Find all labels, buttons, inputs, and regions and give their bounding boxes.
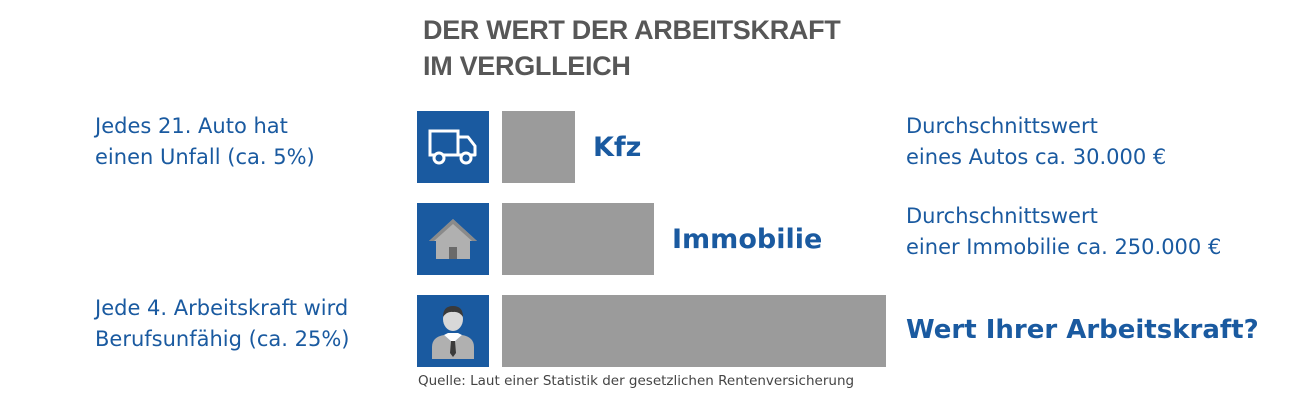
chart-title-line-2: IM VERGLLEICH bbox=[423, 51, 631, 81]
chart-title: DER WERT DER ARBEITSKRAFT IM VERGLLEICH bbox=[423, 12, 841, 84]
bar-immobilie bbox=[502, 203, 654, 275]
source-note: Quelle: Laut einer Statistik der gesetzl… bbox=[418, 373, 855, 389]
house-icon bbox=[417, 203, 489, 275]
auto-value-note-line-1: Durchschnittswert bbox=[906, 114, 1098, 138]
immobilie-value-note-line-2: einer Immobilie ca. 250.000 € bbox=[906, 235, 1222, 259]
bar-arbeitskraft bbox=[502, 295, 886, 367]
immobilie-value-note: Durchschnittswert einer Immobilie ca. 25… bbox=[906, 201, 1221, 263]
auto-value-note-line-2: eines Autos ca. 30.000 € bbox=[906, 145, 1167, 169]
bar-label-immobilie: Immobilie bbox=[672, 224, 823, 255]
bar-label-kfz: Kfz bbox=[593, 132, 642, 163]
auto-value-note: Durchschnittswert eines Autos ca. 30.000… bbox=[906, 111, 1166, 173]
truck-icon bbox=[417, 111, 489, 183]
disability-note-line-1: Jede 4. Arbeitskraft wird bbox=[95, 296, 349, 320]
disability-note: Jede 4. Arbeitskraft wird Berufsunfähig … bbox=[95, 293, 349, 355]
bar-kfz bbox=[502, 111, 575, 183]
auto-accident-note-line-1: Jedes 21. Auto hat bbox=[95, 114, 288, 138]
chart-title-line-1: DER WERT DER ARBEITSKRAFT bbox=[423, 15, 841, 45]
arbeitskraft-question: Wert Ihrer Arbeitskraft? bbox=[906, 315, 1259, 345]
businessman-icon bbox=[417, 295, 489, 367]
disability-note-line-2: Berufsunfähig (ca. 25%) bbox=[95, 327, 350, 351]
immobilie-value-note-line-1: Durchschnittswert bbox=[906, 204, 1098, 228]
auto-accident-note-line-2: einen Unfall (ca. 5%) bbox=[95, 145, 315, 169]
auto-accident-note: Jedes 21. Auto hat einen Unfall (ca. 5%) bbox=[95, 111, 315, 173]
